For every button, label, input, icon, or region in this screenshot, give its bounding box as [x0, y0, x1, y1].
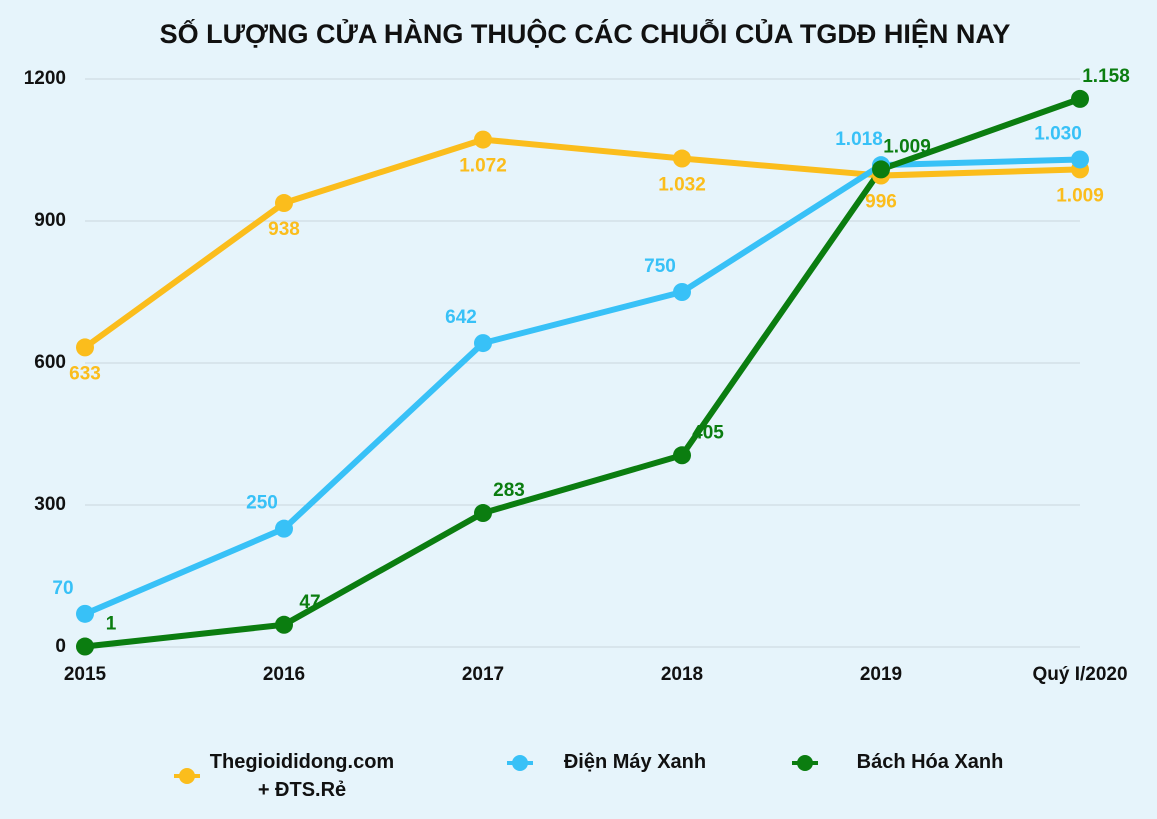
series-line: [83, 136, 1081, 350]
x-tick-label: 2015: [64, 664, 107, 685]
series-line: [83, 156, 1081, 617]
y-tick-label: 1200: [24, 68, 66, 89]
y-tick-label: 900: [34, 210, 66, 231]
data-point: [872, 160, 890, 179]
legend-item: Thegioididong.com + ĐTS.Rẻ: [172, 748, 402, 804]
data-point: [474, 504, 492, 523]
y-tick-label: 300: [34, 494, 66, 515]
data-label: 1.018: [835, 129, 883, 150]
data-point: [76, 338, 94, 357]
x-tick-label: 2016: [263, 664, 305, 685]
legend-dot: [179, 768, 195, 784]
data-label: 633: [69, 363, 101, 384]
chart-title: SỐ LƯỢNG CỬA HÀNG THUỘC CÁC CHUỖI CỦA TG…: [160, 17, 1011, 49]
series-line: [84, 96, 1082, 650]
data-point: [474, 130, 492, 149]
x-tick-label: 2017: [462, 664, 504, 685]
legend-dot: [797, 755, 813, 771]
data-label: 1.009: [883, 136, 931, 157]
data-point: [76, 637, 94, 656]
data-point: [673, 149, 691, 168]
data-label: 750: [644, 256, 676, 277]
legend-item: Bách Hóa Xanh: [790, 748, 1040, 778]
data-label: 1.009: [1056, 185, 1104, 206]
x-tick-label: 2019: [860, 664, 902, 685]
legend-marker: [174, 768, 200, 784]
data-label: 1.032: [658, 175, 706, 196]
legend-label: Bách Hóa Xanh: [856, 751, 1004, 773]
x-tick-label: Quý I/2020: [1032, 664, 1127, 685]
legend-marker: [792, 755, 818, 771]
data-point: [275, 519, 293, 538]
legend: Thegioididong.com + ĐTS.Rẻ Điện Máy Xanh B…: [0, 748, 1157, 808]
data-label: 1.030: [1034, 123, 1082, 144]
chart: SỐ LƯỢNG CỬA HÀNG THUỘC CÁC CHUỖI CỦA TG…: [24, 17, 1130, 685]
data-label: 405: [692, 422, 724, 443]
data-point: [673, 283, 691, 301]
data-point: [76, 604, 94, 623]
y-tick-label: 600: [34, 352, 66, 373]
legend-dot: [512, 755, 528, 771]
legend-label: Thegioididong.com + ĐTS.Rẻ: [209, 751, 395, 801]
data-label: 938: [268, 219, 300, 240]
data-label: 1.072: [459, 156, 507, 177]
legend-item: Điện Máy Xanh: [505, 748, 735, 778]
data-label: 70: [52, 578, 73, 599]
data-label: 1: [106, 614, 117, 635]
data-label: 996: [865, 192, 897, 213]
legend-label: Điện Máy Xanh: [563, 751, 707, 773]
x-tick-label: 2018: [661, 664, 703, 685]
data-point: [1071, 150, 1089, 169]
data-label: 1.158: [1082, 66, 1130, 87]
data-label: 250: [246, 493, 278, 514]
data-point: [673, 446, 691, 465]
data-point: [275, 615, 293, 634]
data-point: [474, 334, 492, 353]
data-label: 642: [445, 307, 477, 328]
data-label: 283: [493, 480, 525, 501]
y-tick-label: 0: [55, 636, 66, 657]
legend-marker: [507, 755, 533, 771]
data-point: [1071, 89, 1089, 108]
data-point: [275, 194, 293, 213]
data-label: 47: [299, 592, 320, 613]
